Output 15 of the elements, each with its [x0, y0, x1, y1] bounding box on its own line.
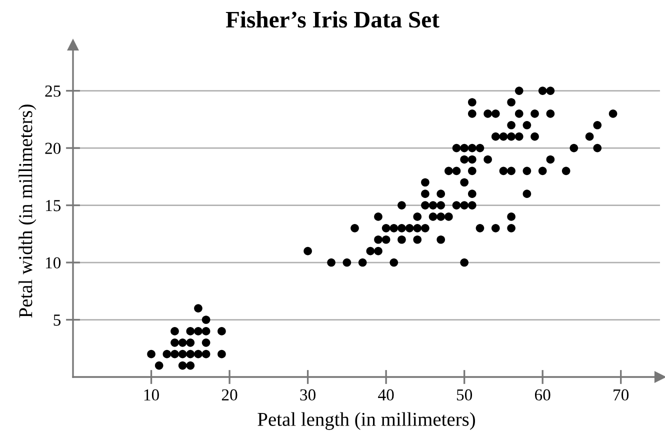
y-tick-label: 25	[45, 86, 61, 97]
x-tick-label: 20	[222, 389, 238, 401]
y-tick-label: 10	[46, 257, 61, 268]
x-tick-label: 50	[456, 389, 472, 401]
y-axis-title: Petal width (in millimeters)	[18, 104, 36, 318]
x-tick-label: 40	[378, 389, 394, 401]
y-tick-label: 20	[45, 142, 61, 154]
chart-title: Fisher’s Iris Data Set	[226, 11, 440, 28]
y-tick-label: 15	[46, 200, 61, 212]
y-tick-label: 5	[54, 314, 61, 326]
x-axis-title: Petal length (in millimeters)	[258, 412, 475, 430]
x-tick-label: 70	[614, 389, 629, 401]
x-tick-label: 60	[534, 389, 550, 401]
x-tick-label: 10	[144, 389, 159, 401]
x-tick-label: 30	[300, 389, 316, 401]
